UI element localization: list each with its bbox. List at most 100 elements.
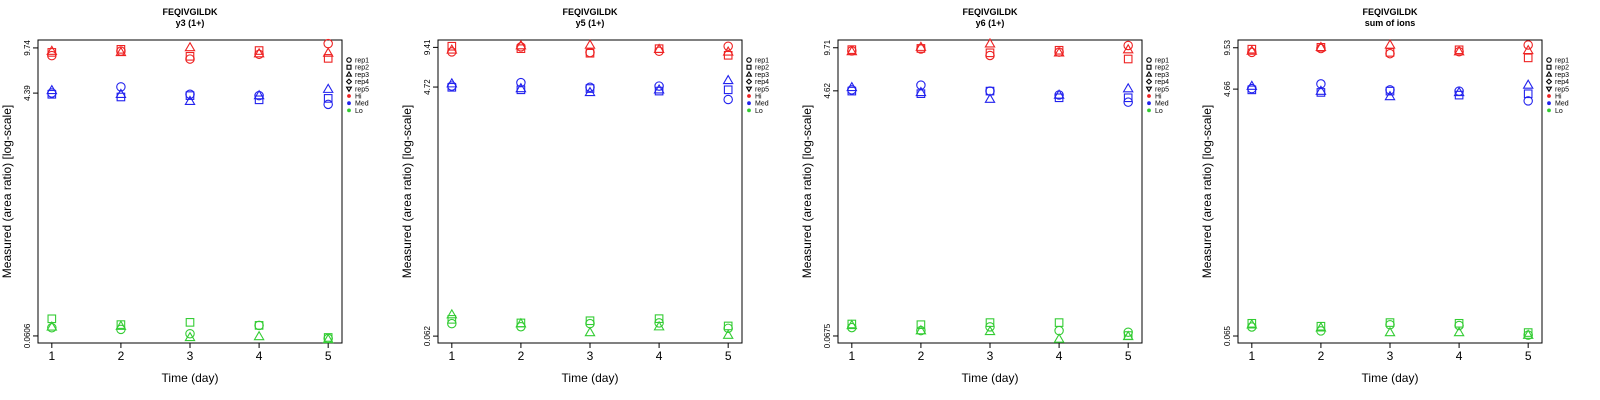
x-tick-label: 4 [1056, 349, 1063, 363]
data-point [585, 316, 595, 326]
data-point [1384, 39, 1396, 49]
data-point [447, 315, 457, 324]
x-axis-label: Time (day) [1362, 371, 1419, 385]
data-point [185, 328, 195, 339]
x-tick-label: 4 [1456, 349, 1463, 363]
legend-symbol [745, 78, 753, 85]
data-point [584, 86, 596, 97]
legend-symbol [1145, 78, 1153, 85]
data-point [323, 99, 333, 110]
chart-title: FEQIVGILDK [162, 7, 218, 17]
legend-symbol [1545, 78, 1553, 85]
chart-title: FEQIVGILDK [962, 7, 1018, 17]
data-point [1053, 46, 1065, 57]
x-tick-label: 5 [1525, 349, 1532, 363]
data-point [46, 45, 58, 55]
legend-symbol [1146, 57, 1152, 63]
legend-label: rep1 [1155, 58, 1169, 65]
legend-swatch [1147, 101, 1151, 106]
data-point [1316, 79, 1326, 89]
legend-label: Hi [1155, 94, 1162, 101]
legend-label: Hi [1555, 94, 1562, 101]
data-point [184, 41, 196, 52]
data-point [585, 48, 595, 58]
data-point [585, 84, 595, 93]
x-tick-label: 5 [1125, 349, 1132, 363]
legend-symbol [1546, 64, 1552, 70]
legend-label: Lo [1155, 108, 1163, 115]
data-point [653, 320, 665, 331]
data-point [1315, 41, 1327, 52]
data-point [115, 46, 127, 57]
data-point [723, 85, 733, 95]
legend-label: rep2 [1555, 65, 1569, 72]
x-tick-label: 2 [918, 349, 925, 363]
data-point [1123, 93, 1133, 103]
data-point [185, 51, 195, 61]
legend-label: rep4 [355, 79, 369, 86]
y-tick-label: 0.065 [1223, 325, 1232, 346]
data-point [1384, 326, 1396, 337]
legend-symbol [345, 70, 353, 77]
legend-label: rep5 [1555, 86, 1569, 93]
x-tick-label: 1 [848, 349, 855, 363]
data-point [1523, 89, 1533, 99]
y-axis-label: Measured (area ratio) [log-scale] [400, 105, 414, 278]
legend-label: rep4 [755, 79, 769, 86]
y-tick-label: 0.0606 [23, 323, 32, 348]
chart-panel-sum: FEQIVGILDK sum of ions 0.065 4.66 9.53 1 2 3 4 5 T… [1200, 0, 1600, 400]
data-point [1384, 90, 1396, 101]
x-tick-label: 1 [48, 349, 55, 363]
x-axis-label: Time (day) [162, 371, 219, 385]
legend-label: rep3 [1555, 72, 1569, 79]
x-tick-label: 3 [187, 349, 194, 363]
data-point [516, 77, 526, 88]
y-tick-label: 4.62 [823, 83, 832, 99]
data-point [984, 325, 996, 336]
legend-label: Lo [355, 108, 363, 115]
legend-swatch [747, 94, 751, 98]
data-point [985, 48, 995, 58]
legend-symbol [1545, 70, 1553, 77]
data-point [446, 308, 458, 319]
data-point [722, 45, 734, 56]
data-point [515, 82, 527, 93]
data-point [722, 329, 734, 339]
y-tick-label: 9.41 [423, 39, 432, 55]
legend-label: rep5 [355, 86, 369, 93]
data-point [253, 89, 265, 100]
legend-swatch [347, 108, 351, 113]
data-point [323, 94, 333, 103]
data-point [185, 54, 195, 64]
legend-label: Hi [355, 94, 362, 101]
data-point [1523, 53, 1533, 63]
x-tick-label: 3 [587, 349, 594, 363]
legend-symbol [1146, 64, 1152, 70]
legend-swatch [1147, 108, 1151, 113]
data-point [446, 44, 458, 54]
data-point [654, 46, 664, 56]
chart-panel-y6: FEQIVGILDK y6 (1+) 0.0675 4.62 9.71 1 2 3 4 5 Time… [800, 0, 1200, 400]
data-point [447, 47, 457, 57]
y-tick-label: 0.0675 [823, 323, 832, 348]
data-point [584, 326, 596, 337]
data-point [1054, 45, 1064, 55]
x-axis-label: Time (day) [562, 371, 619, 385]
legend-label: Hi [755, 94, 762, 101]
x-tick-label: 4 [656, 349, 663, 363]
data-point [915, 324, 927, 335]
legend-symbol [346, 57, 352, 63]
x-tick-label: 5 [725, 349, 732, 363]
legend-symbol [1545, 86, 1553, 93]
legend-label: rep4 [1555, 79, 1569, 86]
data-point [985, 50, 995, 61]
data-point [653, 43, 665, 54]
data-point [1453, 86, 1465, 97]
legend-label: Med [1155, 101, 1169, 108]
data-point [916, 80, 926, 90]
legend-label: rep1 [1555, 58, 1569, 65]
data-point [185, 91, 195, 100]
chart-subtitle: sum of ions [1365, 18, 1416, 28]
legend-label: rep5 [755, 86, 769, 93]
